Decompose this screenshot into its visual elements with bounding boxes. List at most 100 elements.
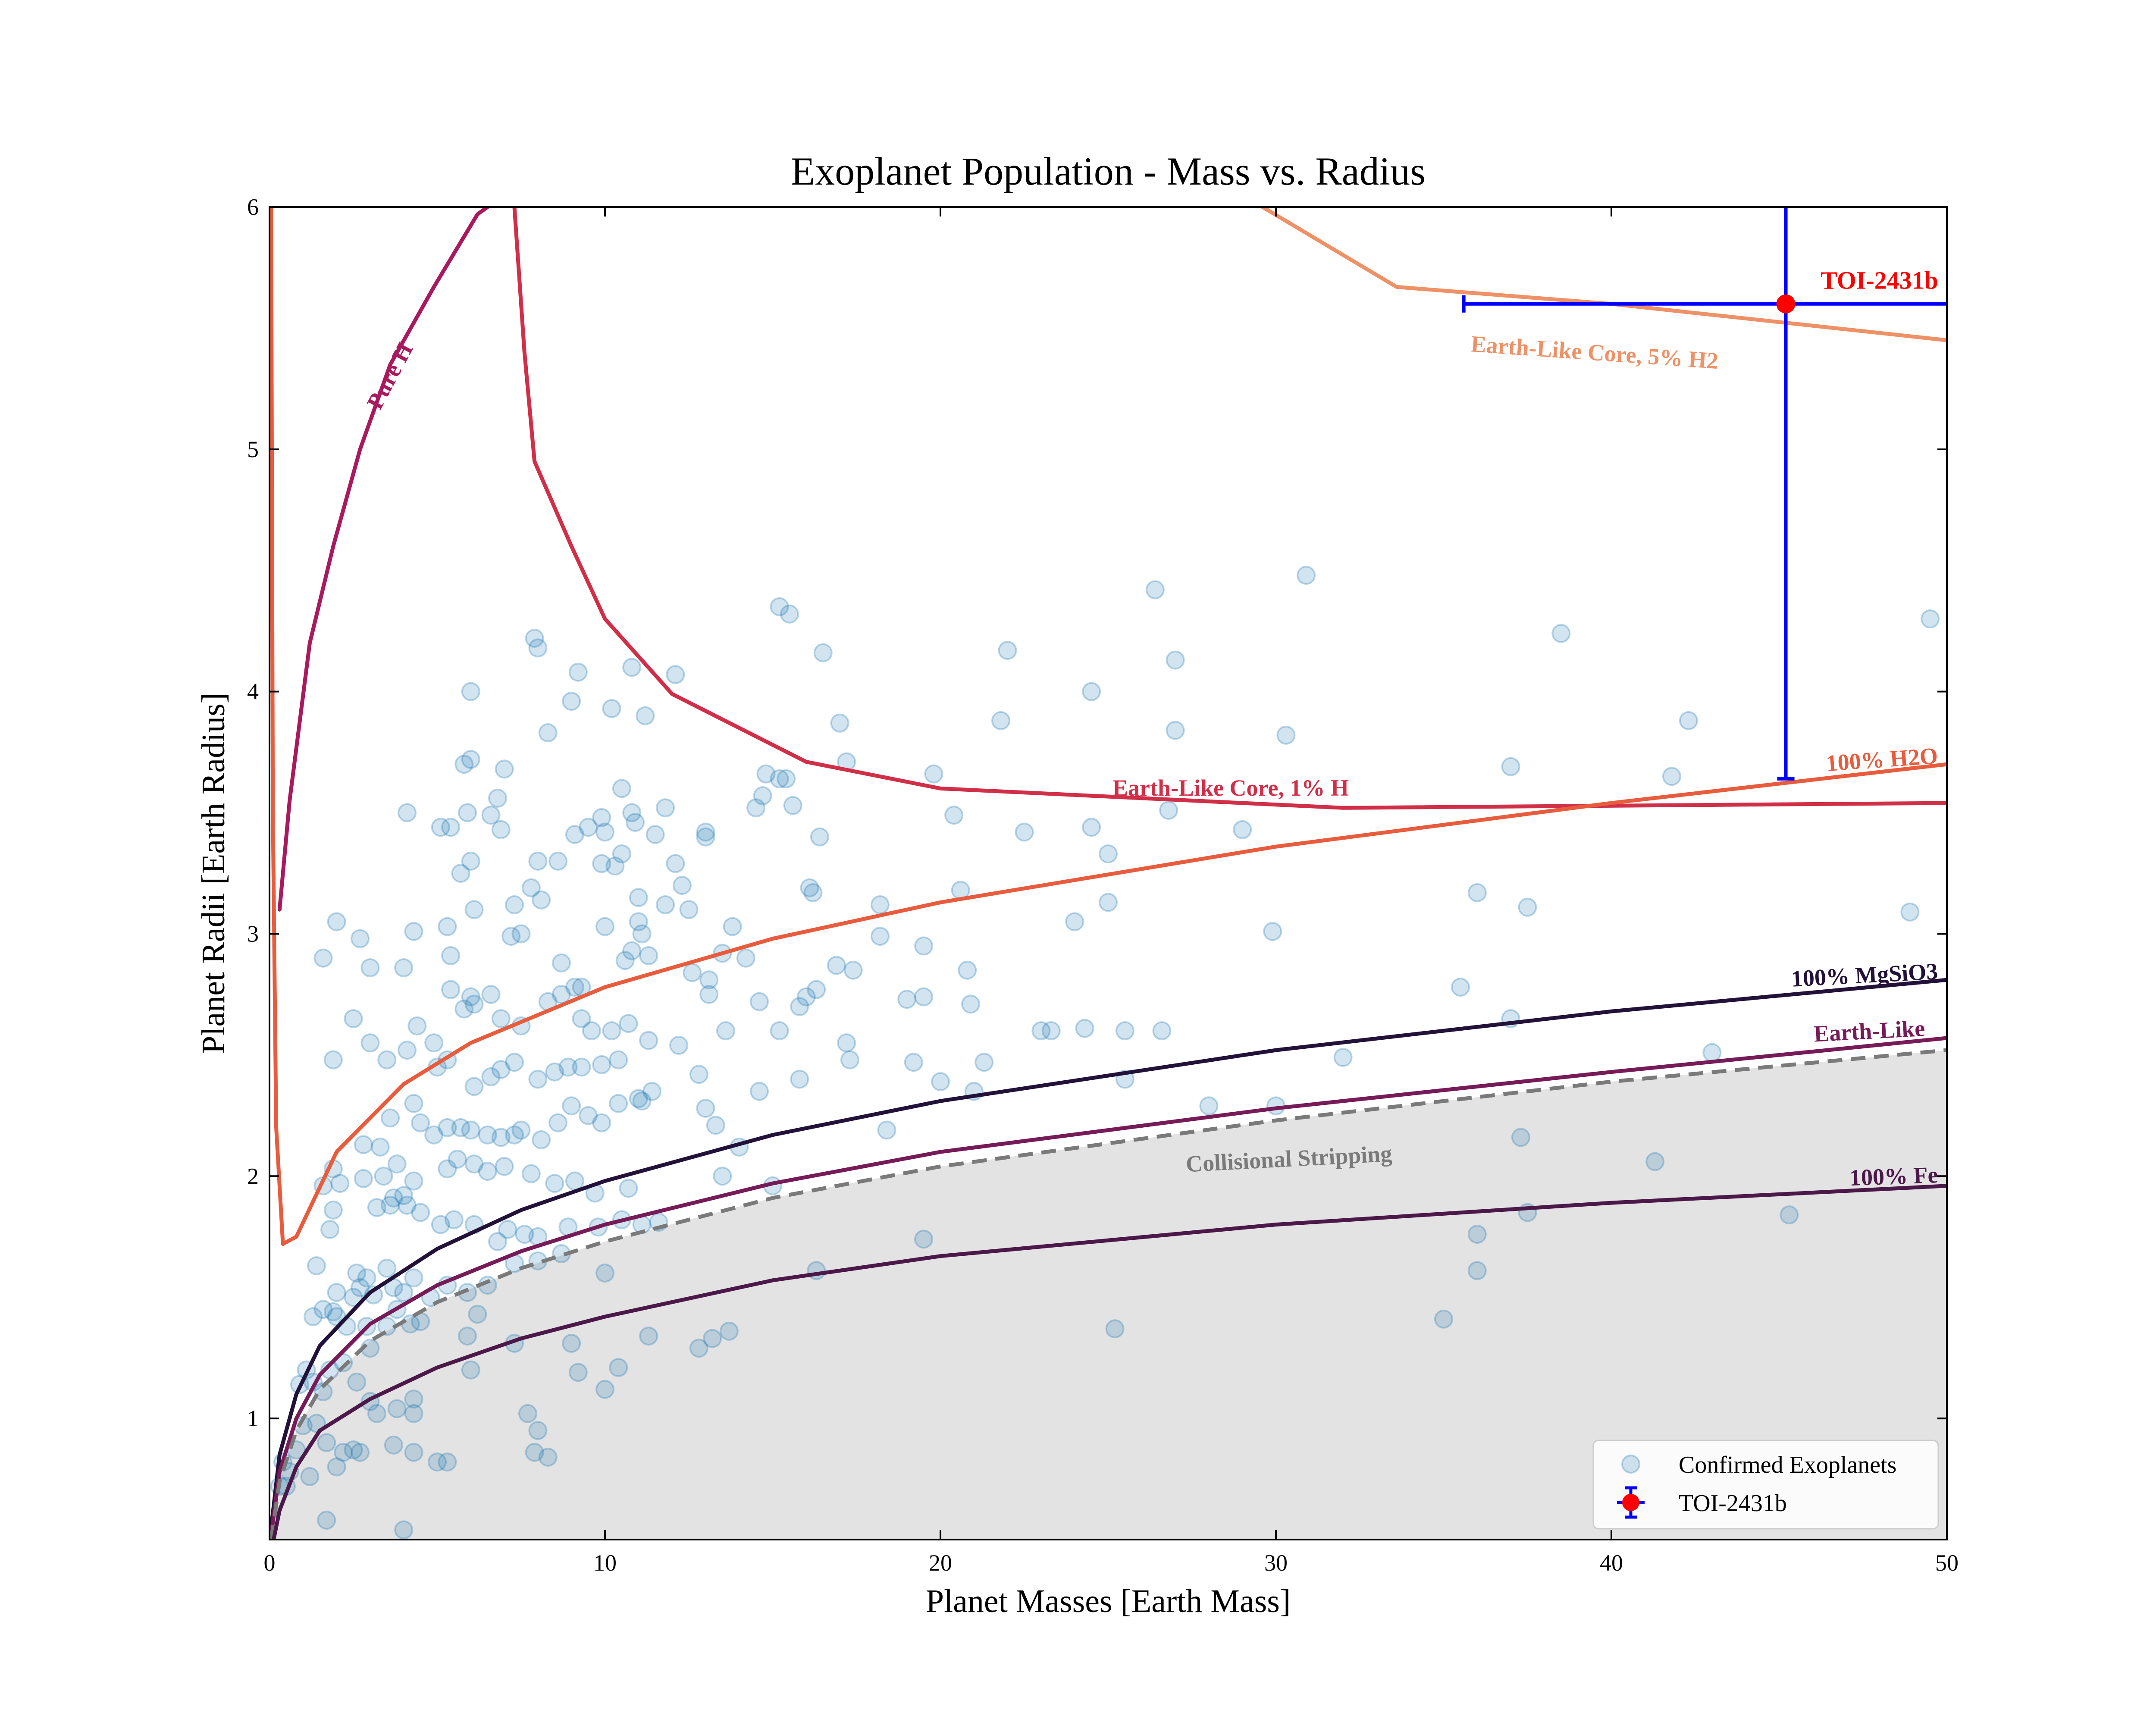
curve-label-100-fe: 100% Fe — [1849, 1162, 1938, 1191]
exoplanet-point — [404, 1443, 423, 1462]
legend-highlight-marker — [1622, 1494, 1639, 1511]
exoplanet-point — [313, 1382, 333, 1402]
exoplanet-point — [592, 1055, 611, 1074]
exoplanet-point — [568, 1363, 588, 1382]
exoplanet-point — [1099, 844, 1118, 864]
exoplanet-point — [317, 1433, 336, 1452]
chart-title: Exoplanet Population - Mass vs. Radius — [791, 149, 1426, 193]
exoplanet-point — [696, 822, 715, 842]
exoplanet-point — [313, 948, 333, 968]
exoplanet-point — [320, 1220, 340, 1239]
exoplanet-point — [629, 912, 648, 932]
exoplanet-point — [719, 1321, 739, 1341]
exoplanet-point — [1551, 624, 1571, 643]
exoplanet-point — [609, 1094, 628, 1113]
exoplanet-point — [404, 922, 423, 941]
exoplanet-point — [1702, 1043, 1722, 1062]
exoplanet-point — [354, 1135, 373, 1154]
exoplanet-point — [548, 851, 568, 871]
exoplanet-point — [622, 803, 642, 822]
exoplanet-point — [428, 1452, 447, 1472]
exoplanet-point — [518, 1404, 538, 1423]
exoplanet-point — [642, 1082, 661, 1101]
exoplanet-point — [877, 1120, 896, 1140]
exoplanet-point — [632, 924, 652, 944]
exoplanet-point — [511, 1120, 531, 1140]
exoplanet-point — [438, 1118, 457, 1137]
exoplanet-point — [807, 980, 826, 999]
exoplanet-point — [495, 1157, 514, 1176]
exoplanet-point — [387, 1154, 407, 1174]
exoplanet-point — [565, 978, 584, 997]
curve-100-h2o — [270, 207, 1947, 1246]
exoplanet-point — [830, 713, 849, 733]
exoplanet-point — [619, 1179, 638, 1198]
exoplanet-point — [666, 665, 685, 684]
exoplanet-point — [344, 1440, 363, 1460]
exoplanet-point — [411, 1113, 430, 1132]
exoplanet-point — [384, 1435, 403, 1455]
exoplanet-point — [1082, 818, 1101, 837]
exoplanet-point — [837, 1033, 856, 1053]
exoplanet-point — [565, 825, 584, 844]
exoplanet-point — [438, 1452, 457, 1472]
exoplanet-point — [562, 1333, 581, 1353]
exoplanet-point — [1501, 757, 1520, 776]
exoplanet-point — [304, 1307, 323, 1327]
exoplanet-point — [528, 851, 548, 871]
exoplanet-point — [1467, 1261, 1487, 1280]
curve-pure-h — [277, 207, 490, 912]
y-tick-label: 3 — [247, 921, 259, 947]
exoplanet-point — [1166, 721, 1185, 740]
curve-layer — [270, 207, 1947, 1540]
exoplanet-point — [1780, 1205, 1799, 1225]
exoplanet-point — [810, 827, 829, 847]
curve-label-100-h2o: 100% H2O — [1825, 743, 1939, 776]
exoplanet-point — [572, 1057, 591, 1077]
exoplanet-point — [1199, 1096, 1219, 1116]
exoplanet-point — [327, 912, 346, 932]
exoplanet-point — [1031, 1021, 1051, 1041]
exoplanet-point — [458, 803, 477, 822]
exoplanet-point — [612, 779, 631, 798]
exoplanet-point — [1297, 565, 1316, 585]
exoplanet-point — [364, 1285, 383, 1305]
exoplanet-point — [441, 818, 461, 837]
exoplanet-point — [746, 798, 766, 818]
exoplanet-point — [699, 970, 719, 990]
exoplanet-point — [602, 699, 621, 718]
exoplanet-point — [558, 1057, 578, 1077]
exoplanet-point — [491, 1128, 511, 1147]
exoplanet-point — [488, 1232, 508, 1251]
exoplanet-point — [1900, 902, 1920, 922]
exoplanet-point — [441, 946, 461, 966]
exoplanet-point — [491, 1060, 511, 1079]
exoplanet-point — [464, 994, 484, 1014]
exoplanet-point — [515, 1225, 534, 1244]
exoplanet-point — [323, 1200, 343, 1220]
exoplanet-point — [716, 1021, 736, 1041]
exoplanet-point — [397, 1041, 417, 1060]
exoplanet-point — [1434, 1309, 1453, 1329]
x-tick-label: 20 — [929, 1550, 952, 1576]
exoplanet-point — [629, 888, 648, 907]
exoplanet-point — [706, 1116, 725, 1135]
exoplanet-point — [404, 1171, 423, 1191]
exoplanet-point — [958, 960, 977, 980]
exoplanet-point — [572, 1009, 591, 1029]
exoplanet-point — [521, 1164, 541, 1183]
exoplanet-point — [843, 960, 863, 980]
exoplanet-point — [696, 1098, 715, 1118]
exoplanet-point — [545, 1174, 564, 1193]
exoplanet-point — [639, 946, 658, 966]
exoplanet-point — [454, 999, 474, 1019]
exoplanet-point — [1159, 800, 1178, 820]
exoplanet-point — [1467, 883, 1487, 902]
exoplanet-point — [1451, 978, 1470, 997]
exoplanet-point — [344, 1009, 363, 1029]
curve-earth-like-core-1-h — [512, 207, 1947, 810]
curve-label-earth-like-core-5-h2: Earth-Like Core, 5% H2 — [1470, 331, 1719, 374]
exoplanet-point — [552, 985, 571, 1004]
exoplanet-point — [904, 1053, 923, 1072]
exoplanet-point — [367, 1404, 386, 1423]
